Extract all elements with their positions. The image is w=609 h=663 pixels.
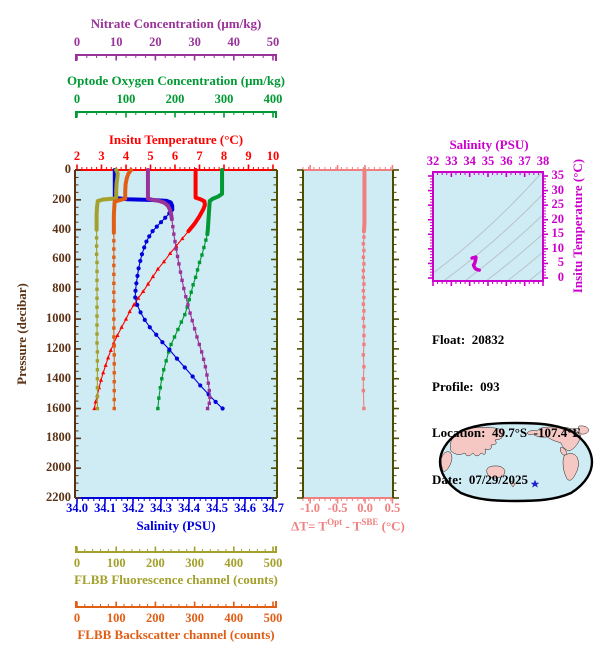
- temperature-tick-label: 10: [266, 149, 280, 163]
- temperature-tick-label: 7: [196, 149, 203, 163]
- temperature-tick-label: 2: [73, 149, 81, 163]
- temperature-tick-label: 6: [171, 149, 179, 163]
- ts-temperature-tick-label: 35: [551, 168, 565, 182]
- delta-t-tick-label: -1.0: [300, 501, 321, 515]
- pressure-tick-label: 600: [52, 251, 71, 266]
- backscatter-tick-label: 0: [73, 611, 81, 625]
- ts-salinity-tick-label: 35: [481, 154, 495, 168]
- pressure-tick-label: 800: [52, 281, 71, 296]
- salinity-tick-label: 34.6: [234, 501, 256, 515]
- ts-salinity-tick-label: 32: [426, 154, 440, 168]
- nitrate-tick-label: 0: [73, 35, 81, 49]
- nitrate-tick-label: 30: [188, 35, 201, 49]
- fluorescence-tick-label: 200: [146, 556, 165, 570]
- oxygen-axis-title: Optode Oxygen Concentration (μm/kg): [67, 73, 285, 88]
- temperature-tick-label: 5: [147, 149, 154, 163]
- temperature-tick-label: 9: [245, 149, 252, 163]
- salinity-tick-label: 34.4: [178, 501, 200, 515]
- ts-salinity-tick-label: 33: [445, 154, 458, 168]
- world-map: [438, 421, 594, 503]
- backscatter-tick-label: 100: [106, 611, 126, 625]
- ts-temperature-axis-title: Insitu Temperature (°C): [570, 158, 585, 294]
- salinity-axis-title: Salinity (PSU): [136, 518, 216, 533]
- pressure-tick-label: 0: [64, 162, 71, 176]
- ts-temperature-tick-label: 5: [557, 255, 564, 270]
- ts-salinity-tick-label: 38: [536, 154, 550, 168]
- salinity-tick-label: 34.5: [206, 501, 228, 515]
- float-location-star-icon: [530, 479, 540, 488]
- oxygen-tick-label: 400: [263, 92, 283, 106]
- backscatter-tick-label: 500: [263, 611, 283, 625]
- fluorescence-axis-title: FLBB Fluorescence channel (counts): [74, 572, 278, 587]
- temperature-tick-label: 4: [122, 149, 130, 163]
- backscatter-tick-label: 400: [224, 611, 244, 625]
- salinity-tick-label: 34.2: [122, 501, 144, 515]
- pressure-tick-label: 1800: [46, 430, 71, 445]
- ts-temperature-tick-label: 30: [551, 182, 565, 197]
- nitrate-tick-label: 50: [266, 35, 280, 49]
- pressure-tick-label: 2000: [46, 460, 71, 475]
- pressure-tick-label: 1400: [46, 370, 71, 385]
- delta-t-axis-title: ΔT= TOpt - TSBE (°C): [291, 517, 405, 534]
- delta-t-tick-label: 0.0: [357, 501, 373, 515]
- fluorescence-tick-label: 100: [106, 556, 126, 570]
- pressure-tick-label: 400: [52, 221, 71, 236]
- fluorescence-tick-label: 0: [73, 556, 81, 570]
- backscatter-tick-label: 300: [185, 611, 204, 625]
- ts-salinity-tick-label: 36: [500, 154, 513, 168]
- salinity-tick-label: 34.0: [66, 501, 88, 515]
- fluorescence-tick-label: 400: [224, 556, 244, 570]
- profile-number: Profile: 093: [432, 378, 500, 394]
- profile-date: Date: 07/29/2025: [432, 471, 529, 487]
- salinity-tick-label: 34.3: [150, 501, 172, 515]
- delta-t-tick-label: -0.5: [327, 501, 348, 515]
- ts-salinity-tick-label: 37: [518, 154, 531, 168]
- oxygen-tick-label: 200: [165, 92, 185, 106]
- salinity-tick-label: 34.7: [262, 501, 284, 515]
- fluorescence-tick-label: 500: [263, 556, 283, 570]
- pressure-tick-label: 1600: [46, 400, 71, 415]
- temperature-axis-title: Insitu Temperature (°C): [108, 132, 244, 147]
- oxygen-tick-label: 0: [73, 92, 81, 106]
- pressure-tick-label: 200: [52, 191, 71, 206]
- backscatter-tick-label: 200: [146, 611, 165, 625]
- oxygen-tick-label: 100: [116, 92, 136, 106]
- float-id: Float: 20832: [432, 332, 505, 347]
- salinity-tick-label: 34.1: [94, 501, 116, 515]
- nitrate-tick-label: 10: [109, 35, 123, 49]
- ts-temperature-tick-label: 20: [551, 211, 565, 226]
- ts-temperature-tick-label: 0: [557, 270, 564, 284]
- ts-salinity-axis-title: Salinity (PSU): [449, 137, 529, 152]
- fluorescence-tick-label: 300: [185, 556, 204, 570]
- temperature-tick-label: 3: [98, 149, 105, 163]
- float-location: Location: 49.7°S -107.4°E: [432, 425, 582, 440]
- ts-temperature-tick-label: 25: [551, 197, 565, 212]
- nitrate-tick-label: 20: [149, 35, 162, 49]
- delta-t-tick-label: 0.5: [384, 501, 401, 515]
- nitrate-tick-label: 40: [227, 35, 241, 49]
- pressure-tick-label: 1200: [46, 340, 71, 355]
- ts-temperature-tick-label: 10: [551, 240, 565, 255]
- pressure-tick-label: 2200: [46, 490, 71, 504]
- ts-salinity-tick-label: 34: [463, 154, 476, 168]
- pressure-tick-label: 1000: [46, 311, 71, 326]
- ts-temperature-tick-label: 15: [551, 226, 565, 241]
- temperature-tick-label: 8: [220, 149, 228, 163]
- backscatter-axis-title: FLBB Backscatter channel (counts): [77, 627, 275, 642]
- nitrate-axis-title: Nitrate Concentration (μm/kg): [90, 16, 262, 31]
- float-info-block: Float: 20832 Profile: 093 Location: 49.7…: [432, 301, 581, 503]
- oxygen-tick-label: 300: [214, 92, 234, 106]
